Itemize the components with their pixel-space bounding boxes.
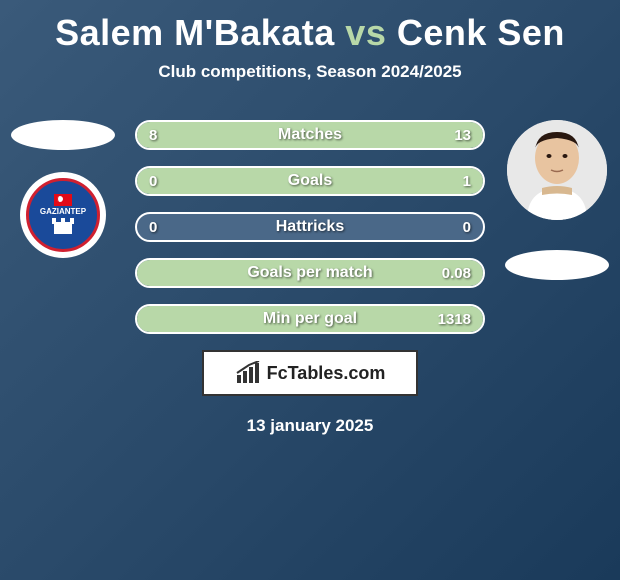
badge-text: GAZIANTEP — [40, 208, 86, 216]
player1-name: Salem M'Bakata — [55, 12, 335, 53]
stat-value-right: 13 — [454, 122, 471, 148]
stat-label: Matches — [137, 122, 483, 148]
stat-label: Min per goal — [137, 306, 483, 332]
stat-label: Goals per match — [137, 260, 483, 286]
player2-avatar — [507, 120, 607, 220]
player2-flag-oval — [505, 250, 609, 280]
stat-value-right: 0.08 — [442, 260, 471, 286]
stat-row: 0Goals1 — [135, 166, 485, 196]
player2-name: Cenk Sen — [397, 12, 565, 53]
brand-text: FcTables.com — [267, 363, 386, 384]
vs-text: vs — [345, 12, 386, 53]
stat-row: 8Matches13 — [135, 120, 485, 150]
player2-column — [502, 120, 612, 280]
comparison-title: Salem M'Bakata vs Cenk Sen — [0, 0, 620, 54]
stat-label: Hattricks — [137, 214, 483, 240]
date-text: 13 january 2025 — [10, 416, 610, 436]
player1-column: GAZIANTEP — [8, 120, 118, 258]
content-area: GAZIANTEP 8M — [0, 120, 620, 436]
player1-flag-oval — [11, 120, 115, 150]
stat-row: 0Hattricks0 — [135, 212, 485, 242]
brand-box: FcTables.com — [202, 350, 418, 396]
badge-castle-icon — [48, 216, 78, 236]
brand-chart-icon — [235, 361, 263, 385]
stat-label: Goals — [137, 168, 483, 194]
player1-club-badge: GAZIANTEP — [20, 172, 106, 258]
stat-value-right: 1318 — [438, 306, 471, 332]
stat-value-right: 0 — [463, 214, 471, 240]
stat-row: Min per goal1318 — [135, 304, 485, 334]
subtitle: Club competitions, Season 2024/2025 — [0, 62, 620, 82]
turkey-flag-icon — [54, 194, 72, 206]
stat-value-right: 1 — [463, 168, 471, 194]
stat-row: Goals per match0.08 — [135, 258, 485, 288]
stats-container: 8Matches130Goals10Hattricks0Goals per ma… — [135, 120, 485, 334]
